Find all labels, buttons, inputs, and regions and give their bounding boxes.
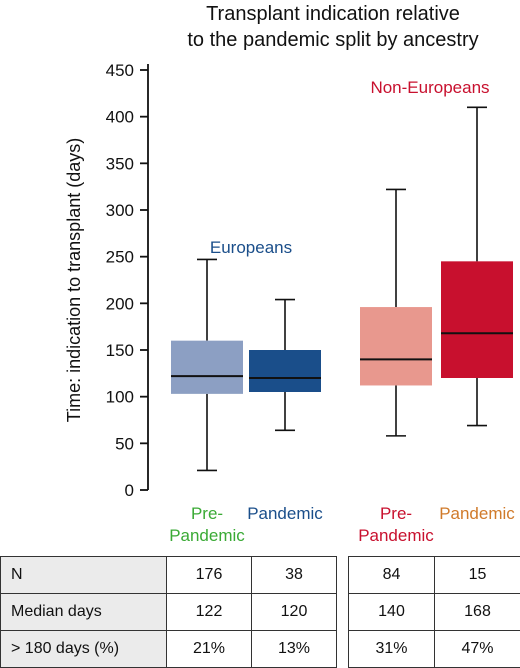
y-tick-label: 350 [106,154,134,173]
table-row: 31% 47% [349,631,520,668]
box-iqr [441,261,513,378]
group-label-europeans: Europeans [210,238,292,257]
table-cell: 15 [435,557,520,594]
summary-table-non-europeans: 84 15 140 168 31% 47% [348,556,520,668]
y-tick-label: 450 [106,61,134,80]
table-row: 140 168 [349,594,520,631]
table-cell: 120 [252,594,337,631]
y-tick-label: 150 [106,341,134,360]
box-iqr [171,341,243,394]
chart-title-line: to the pandemic split by ancestry [187,29,478,51]
table-cell: 13% [252,631,337,668]
y-tick-label: 100 [106,388,134,407]
table-cell: 31% [349,631,435,668]
y-tick-label: 200 [106,294,134,313]
box-plot-chart: Transplant indication relative to the pan… [0,0,520,556]
row-label-over-180-days: > 180 days (%) [1,631,167,668]
table-row: Median days 122 120 [1,594,337,631]
box-iqr [360,307,432,385]
y-tick-label: 0 [125,481,134,500]
table-cell: 168 [435,594,520,631]
x-category-label: Pre- [380,504,412,523]
row-label-median-days: Median days [1,594,167,631]
table-cell: 122 [167,594,252,631]
y-axis-label: Time: indication to transplant (days) [64,138,84,422]
x-category-label: Pandemic [169,526,245,545]
table-cell: 140 [349,594,435,631]
y-tick-label: 50 [115,434,134,453]
group-label-non-europeans: Non-Europeans [370,78,489,97]
x-category-label: Pandemic [358,526,434,545]
table-cell: 47% [435,631,520,668]
box-iqr [249,350,321,392]
x-category-label: Pandemic [247,504,323,523]
y-tick-label: 400 [106,108,134,127]
table-cell: 38 [252,557,337,594]
table-row: N 176 38 [1,557,337,594]
table-row: > 180 days (%) 21% 13% [1,631,337,668]
chart-title-line: Transplant indication relative [206,3,460,25]
table-cell: 84 [349,557,435,594]
table-row: 84 15 [349,557,520,594]
y-tick-label: 250 [106,248,134,267]
x-category-label: Pandemic [439,504,515,523]
table-cell: 176 [167,557,252,594]
x-category-label: Pre- [191,504,223,523]
row-label-n: N [1,557,167,594]
y-tick-label: 300 [106,201,134,220]
summary-table-europeans: N 176 38 Median days 122 120 > 180 days … [0,556,337,668]
table-cell: 21% [167,631,252,668]
